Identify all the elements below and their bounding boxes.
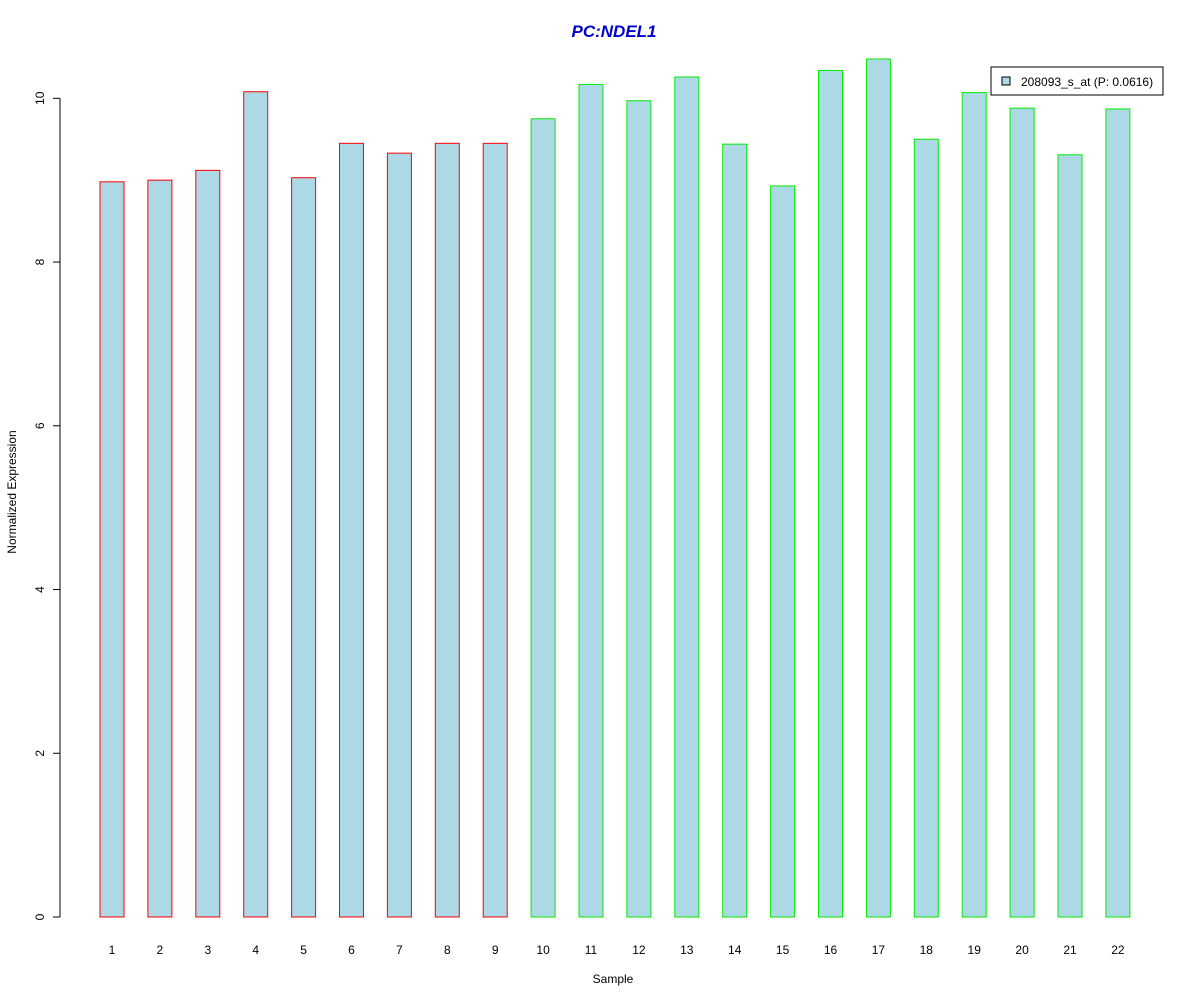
bar-sample-21 bbox=[1057, 154, 1083, 918]
bar-sample-11 bbox=[578, 83, 604, 918]
bar-sample-6 bbox=[339, 142, 364, 918]
bar-sample-22 bbox=[1105, 108, 1131, 918]
bar-sample-14 bbox=[722, 143, 748, 918]
bar-sample-7 bbox=[386, 152, 412, 918]
x-tick-label: 7 bbox=[396, 943, 403, 957]
x-tick-label: 10 bbox=[536, 943, 550, 957]
x-tick-label: 11 bbox=[585, 943, 598, 957]
bar-sample-15 bbox=[770, 185, 796, 918]
x-tick-label: 6 bbox=[348, 943, 355, 957]
x-tick-label: 16 bbox=[824, 943, 838, 957]
y-tick-label: 2 bbox=[33, 750, 47, 757]
x-tick-label: 18 bbox=[920, 943, 934, 957]
bar-sample-8 bbox=[434, 142, 460, 918]
bars bbox=[99, 58, 1131, 918]
y-tick-label: 10 bbox=[33, 91, 47, 105]
y-tick-label: 8 bbox=[33, 258, 47, 265]
bar-sample-4 bbox=[243, 91, 269, 918]
x-tick-label: 22 bbox=[1111, 943, 1125, 957]
x-tick-label: 2 bbox=[157, 943, 164, 957]
bar-sample-19 bbox=[961, 92, 987, 918]
x-tick-label: 3 bbox=[204, 943, 211, 957]
x-tick-label: 5 bbox=[300, 943, 307, 957]
x-tick-label: 19 bbox=[968, 943, 982, 957]
x-tick-label: 1 bbox=[109, 943, 116, 957]
x-tick-label: 9 bbox=[492, 943, 499, 957]
legend-box bbox=[990, 66, 1164, 96]
bar-sample-3 bbox=[195, 169, 221, 918]
bar-sample-17 bbox=[865, 58, 891, 918]
bar-sample-16 bbox=[818, 69, 843, 918]
x-tick-label: 15 bbox=[776, 943, 790, 957]
bar-sample-1 bbox=[99, 181, 125, 918]
bar-sample-5 bbox=[291, 177, 317, 918]
bar-sample-18 bbox=[913, 138, 939, 918]
x-tick-label: 21 bbox=[1063, 943, 1077, 957]
bar-sample-9 bbox=[482, 142, 508, 918]
x-axis-label: Sample bbox=[593, 972, 634, 986]
legend-swatch bbox=[1001, 76, 1011, 86]
chart-title: PC:NDEL1 bbox=[571, 22, 656, 41]
bar-sample-12 bbox=[626, 100, 652, 918]
x-tick-label: 12 bbox=[632, 943, 646, 957]
y-tick-label: 6 bbox=[33, 422, 47, 429]
bar-sample-2 bbox=[147, 179, 173, 918]
x-tick-label: 17 bbox=[872, 943, 886, 957]
bar-sample-10 bbox=[530, 118, 556, 918]
legend: 208093_s_at (P: 0.0616) bbox=[990, 66, 1164, 96]
x-tick-label: 14 bbox=[728, 943, 742, 957]
x-tick-label: 20 bbox=[1015, 943, 1029, 957]
y-axis: 0 2 4 6 8 10 bbox=[33, 91, 61, 920]
y-tick-label: 4 bbox=[33, 586, 47, 593]
x-tick-label: 8 bbox=[444, 943, 451, 957]
bar-sample-13 bbox=[674, 76, 700, 918]
legend-label: 208093_s_at (P: 0.0616) bbox=[1021, 75, 1153, 89]
y-axis-label: Normalized Expression bbox=[5, 430, 19, 553]
x-tick-labels: 1 2 3 4 5 6 7 8 9 10 11 12 13 14 15 16 17 18 19 20 21 22 bbox=[109, 943, 1125, 957]
x-tick-label: 4 bbox=[252, 943, 259, 957]
x-tick-label: 13 bbox=[680, 943, 694, 957]
bar-sample-20 bbox=[1009, 107, 1035, 918]
y-tick-label: 0 bbox=[33, 913, 47, 920]
